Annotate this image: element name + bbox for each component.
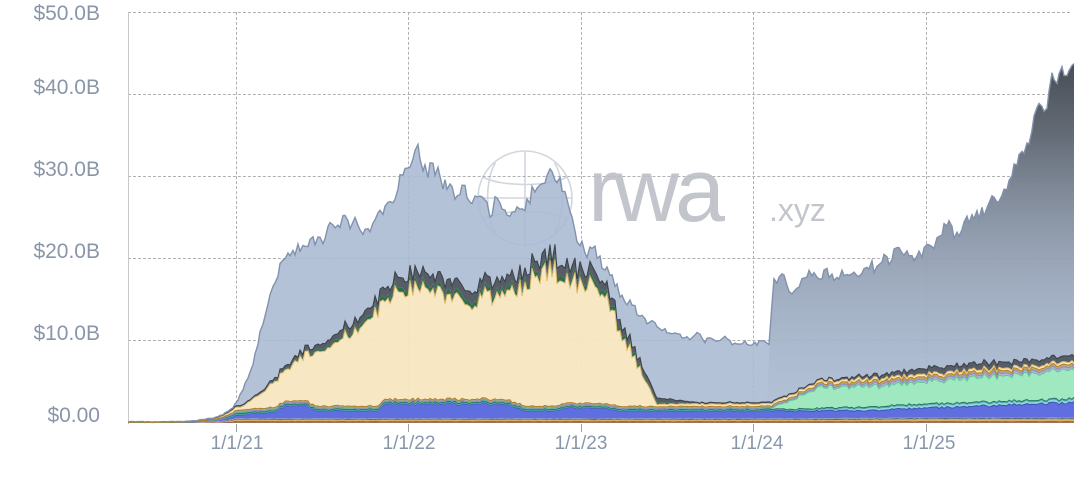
svg-text:rwa: rwa xyxy=(588,141,726,241)
svg-text:.xyz: .xyz xyxy=(769,192,826,228)
